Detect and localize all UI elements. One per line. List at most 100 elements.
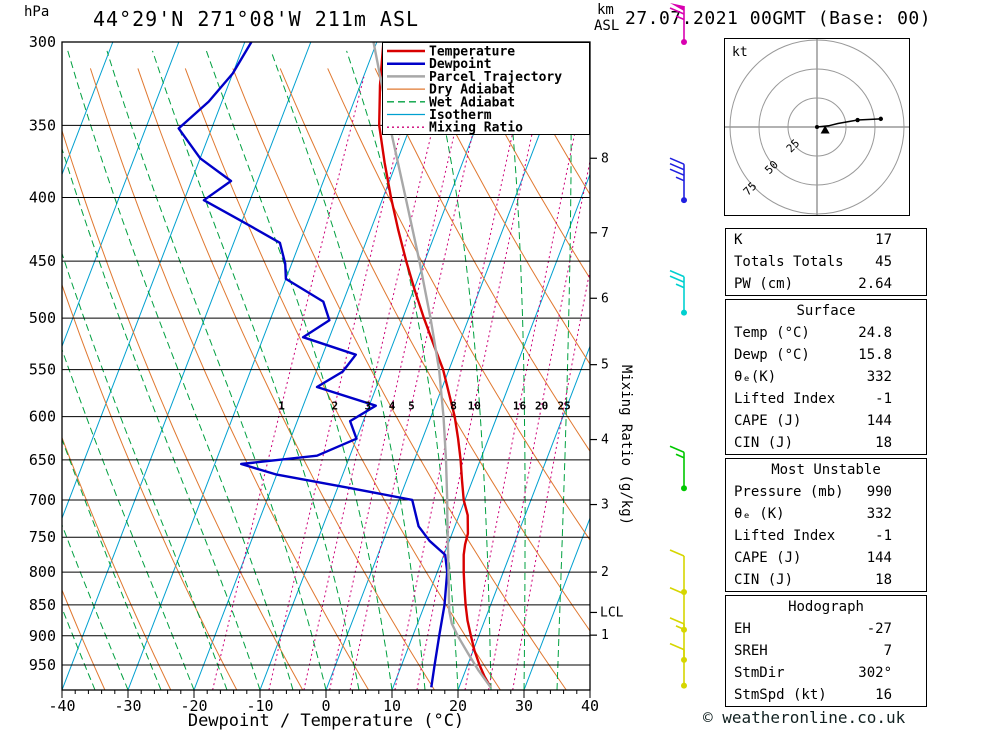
row-value: 18 [875,572,892,588]
temp-tick-label: 40 [581,697,599,715]
row-value: 332 [866,369,892,385]
wind-barb [669,642,687,689]
svg-text:20: 20 [535,400,548,413]
hodograph-unit-label: kt [732,45,748,60]
row-label: PW (cm) [734,276,794,292]
pressure-tick-label: 750 [29,528,56,546]
pressure-tick-label: 900 [29,627,56,645]
row-label: Pressure (mb) [734,484,844,500]
wind-barb [669,269,687,316]
km-tick-label: 2 [601,565,609,580]
table-row: CIN (J) 18 [726,569,926,591]
legend-label: Wet Adiabat [429,95,515,110]
row-value: 18 [875,435,892,451]
km-tick-label: 4 [601,433,609,448]
table-row: SREH 7 [726,640,926,662]
table-indices: K 17 Totals Totals 45 PW (cm) 2.64 [725,228,927,296]
table-title: Most Unstable [771,462,881,478]
row-label: Temp (°C) [734,325,810,341]
table-row: StmDir 302° [726,662,926,684]
table-row: θₑ(K) 332 [726,366,926,388]
table-row: Lifted Index -1 [726,388,926,410]
row-value: 144 [866,413,892,429]
wind-barb [669,157,687,204]
pressure-tick-label: 850 [29,596,56,614]
temperature-curve [378,42,492,688]
row-label: StmDir [734,665,785,681]
pressure-tick-label: 500 [29,309,56,327]
table-row: Totals Totals 45 [726,251,926,273]
pressure-tick-label: 300 [29,33,56,51]
parcel-curve [372,42,492,689]
row-value: 302° [858,665,892,681]
row-label: EH [734,621,751,637]
km-tick-label: 5 [601,358,609,373]
row-label: CIN (J) [734,435,794,451]
pressure-tick-label: 350 [29,116,56,134]
dewpoint-curve [177,42,449,688]
pressure-tick-label: 550 [29,361,56,379]
table-row: K 17 [726,229,926,251]
table-most-unstable: Most Unstable Pressure (mb) 990 θₑ (K) 332 Li… [725,458,927,592]
km-tick-label: 7 [601,226,609,241]
station-title: 44°29'N 271°08'W 211m ASL [93,7,420,31]
legend-label: Dewpoint [429,57,492,72]
km-tick-label: 6 [601,291,609,306]
km-tick-label: 8 [601,151,609,166]
table-row: Pressure (mb) 990 [726,481,926,503]
temperature-axis: -40 -30 -20 -10 0 10 20 30 40 Dewpoint / Temperat… [48,690,599,731]
row-label: Dewp (°C) [734,347,810,363]
pressure-tick-label: 400 [29,188,56,206]
table-row: Temp (°C) 24.8 [726,322,926,344]
lcl-label: LCL [600,605,624,620]
row-value: 2.64 [858,276,892,292]
table-title: Hodograph [788,599,864,615]
row-value: -1 [875,528,892,544]
svg-text:4: 4 [389,400,396,413]
table-row: CAPE (J) 144 [726,410,926,432]
temp-tick-label: -10 [246,697,273,715]
row-value: 45 [875,254,892,270]
temp-tick-label: -20 [180,697,207,715]
legend-label: Parcel Trajectory [429,70,562,85]
temp-tick-label: -40 [48,697,75,715]
hodograph-trace [815,116,883,134]
km-tick-label: 1 [601,628,609,643]
row-label: K [734,232,743,248]
row-label: CAPE (J) [734,550,802,566]
svg-text:25: 25 [558,400,571,413]
row-value: -27 [866,621,892,637]
run-title: 27.07.2021 00GMT (Base: 00) [625,8,932,29]
row-label: θₑ (K) [734,506,785,522]
table-row: Lifted Index -1 [726,525,926,547]
row-label: Lifted Index [734,528,836,544]
table-row: CIN (J) 18 [726,432,926,454]
svg-text:16: 16 [513,400,527,413]
copyright: © weatheronline.co.uk [703,708,906,727]
temp-tick-label: 20 [449,697,467,715]
svg-text:8: 8 [450,400,457,413]
x-axis-title: Dewpoint / Temperature (°C) [188,711,464,731]
row-value: 144 [866,550,892,566]
row-value: 990 [866,484,892,500]
legend-label: Isotherm [429,108,492,123]
pressure-tick-label: 700 [29,491,56,509]
table-row: PW (cm) 2.64 [726,273,926,295]
row-value: 7 [883,643,892,659]
table-surface: Surface Temp (°C) 24.8 Dewp (°C) 15.8 θₑ(K) 33… [725,299,927,455]
wind-barb [669,445,687,492]
stats-tables: K 17 Totals Totals 45 PW (cm) 2.64 Surface Temp… [725,228,927,710]
pressure-gridlines: 300 350 400 450 500 550 600 650 700 750 800 850 900 9… [29,33,590,674]
svg-text:ASL: ASL [594,18,619,34]
row-label: StmSpd (kt) [734,687,827,703]
temp-tick-label: -30 [114,697,141,715]
row-label: SREH [734,643,768,659]
km-tick-label: 3 [601,498,609,513]
row-value: 15.8 [858,347,892,363]
legend-label: Dry Adiabat [429,83,515,98]
temp-tick-label: 0 [321,697,330,715]
pressure-tick-label: 650 [29,451,56,469]
row-label: Lifted Index [734,391,836,407]
